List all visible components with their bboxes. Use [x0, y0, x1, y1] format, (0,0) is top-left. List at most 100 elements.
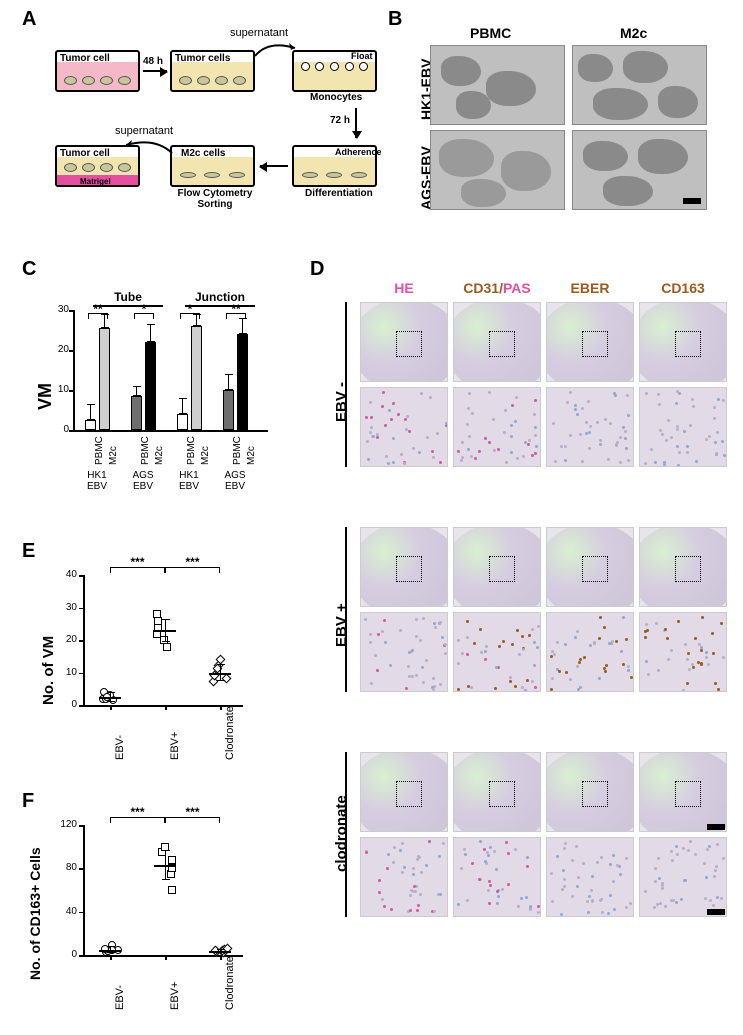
f-point	[168, 856, 176, 864]
panel-c-barchart: VM 0102030 Tube Junction PBMCM2cPBMCM2cP…	[35, 280, 285, 495]
micro-hk1-m2c	[572, 45, 707, 125]
c-xtick: M2c	[246, 446, 257, 465]
ihc-lowmag	[360, 752, 448, 832]
f-ytick: 40	[57, 906, 77, 917]
c-bar	[145, 342, 156, 430]
f-ytick: 120	[57, 819, 77, 830]
arrow-72h	[355, 108, 357, 138]
c-ytick: 0	[49, 424, 69, 435]
ihc-himag	[546, 612, 634, 692]
f-sig: ***	[181, 805, 205, 819]
ihc-lowmag	[453, 752, 541, 832]
micro-ags-pbmc	[430, 130, 565, 210]
scalebar-b	[683, 198, 701, 204]
dish3-float: Float	[351, 51, 373, 61]
c-grouplabel: AGS EBV	[125, 470, 161, 492]
dish1-label: Tumor cell	[60, 53, 110, 64]
ihc-himag	[453, 387, 541, 467]
ihc-lowmag	[546, 302, 634, 382]
e-sig: ***	[126, 555, 150, 569]
e-ylabel: No. of VM	[40, 636, 57, 705]
scalebar-d-low	[707, 824, 725, 830]
panel-a-schematic: Tumor cell 48 h Tumor cells supernatant …	[55, 30, 375, 220]
c-xtick: M2c	[108, 446, 119, 465]
panel-e-label: E	[22, 540, 35, 563]
ihc-himag	[546, 387, 634, 467]
f-xlabel: EBV-	[114, 985, 126, 1010]
d-row-label: clodronate	[333, 795, 350, 872]
c-bar	[99, 328, 110, 430]
f-xlabel: Clodronate	[224, 956, 236, 1010]
panel-d-label: D	[310, 258, 324, 281]
ihc-lowmag	[360, 527, 448, 607]
d-col-label: EBER	[546, 280, 634, 296]
f-sig: ***	[126, 805, 150, 819]
arrow1-label: 48 h	[143, 56, 163, 67]
dish6-matrigel: Matrigel	[80, 177, 111, 186]
e-ytick: 20	[57, 634, 77, 645]
c-ytick: 20	[49, 344, 69, 355]
ihc-lowmag	[546, 527, 634, 607]
c-bar	[237, 334, 248, 430]
c-sig: *	[177, 302, 203, 316]
d-row-label: EBV +	[333, 603, 350, 647]
panel-e-scatter: No. of VM 010203040 EBV-EBV+Clodronate *…	[45, 555, 270, 765]
f-ytick: 80	[57, 862, 77, 873]
ihc-himag	[360, 612, 448, 692]
e-point	[153, 610, 161, 618]
panel-b-micrographs: PBMC M2c HK1-EBV AGS-EBV	[400, 25, 710, 220]
e-xlabel: Clodronate	[224, 706, 236, 760]
d-col-label: HE	[360, 280, 448, 296]
c-xtick: PBMC	[232, 436, 243, 465]
ihc-lowmag	[360, 302, 448, 382]
e-ytick: 30	[57, 602, 77, 613]
c-grouplabel: AGS EBV	[217, 470, 253, 492]
d-col-label: CD163	[639, 280, 727, 296]
f-xlabel: EBV+	[169, 982, 181, 1010]
c-sig: **	[223, 302, 249, 316]
e-ytick: 0	[57, 699, 77, 710]
e-ytick: 10	[57, 667, 77, 678]
ihc-himag	[360, 837, 448, 917]
c-xtick: PBMC	[94, 436, 105, 465]
panel-f-label: F	[22, 790, 34, 813]
c-grouplabel: HK1 EBV	[171, 470, 207, 492]
c-xtick: M2c	[200, 446, 211, 465]
e-sig: ***	[181, 555, 205, 569]
dish5-sublabel: Flow Cytometry Sorting	[170, 188, 260, 210]
ihc-himag	[639, 837, 727, 917]
micro-ags-m2c	[572, 130, 707, 210]
d-col-label: CD31/PAS	[453, 280, 541, 296]
dish4-diff: Differentiation	[305, 188, 373, 199]
dish3-label: Monocytes	[310, 92, 362, 103]
ihc-lowmag	[453, 302, 541, 382]
c-bar	[177, 414, 188, 430]
e-point	[221, 674, 231, 684]
e-ytick: 40	[57, 569, 77, 580]
f-point	[168, 886, 176, 894]
dish4-adh: Adherence	[335, 147, 382, 157]
panel-d-ihc: HECD31/PASEBERCD163 EBV -EBV +clodronate	[315, 280, 735, 980]
c-bar	[191, 326, 202, 430]
ihc-himag	[360, 387, 448, 467]
dish6-label: Tumor cell	[60, 148, 110, 159]
c-ytick: 10	[49, 384, 69, 395]
ihc-lowmag	[639, 752, 727, 832]
ihc-lowmag	[546, 752, 634, 832]
c-xtick: M2c	[154, 446, 165, 465]
panel-a-label: A	[22, 8, 36, 31]
c-bar	[223, 390, 234, 430]
c-xtick: PBMC	[140, 436, 151, 465]
ihc-himag	[453, 837, 541, 917]
ihc-lowmag	[639, 527, 727, 607]
scalebar-d-hi	[707, 909, 725, 915]
f-ylabel: No. of CD163+ Cells	[27, 847, 43, 980]
micro-hk1-pbmc	[430, 45, 565, 125]
ihc-himag	[546, 837, 634, 917]
f-ytick: 0	[57, 949, 77, 960]
c-xaxis	[73, 430, 268, 432]
col-pbmc: PBMC	[470, 25, 511, 41]
ihc-himag	[453, 612, 541, 692]
e-xlabel: EBV-	[114, 735, 126, 760]
col-m2c: M2c	[620, 25, 647, 41]
